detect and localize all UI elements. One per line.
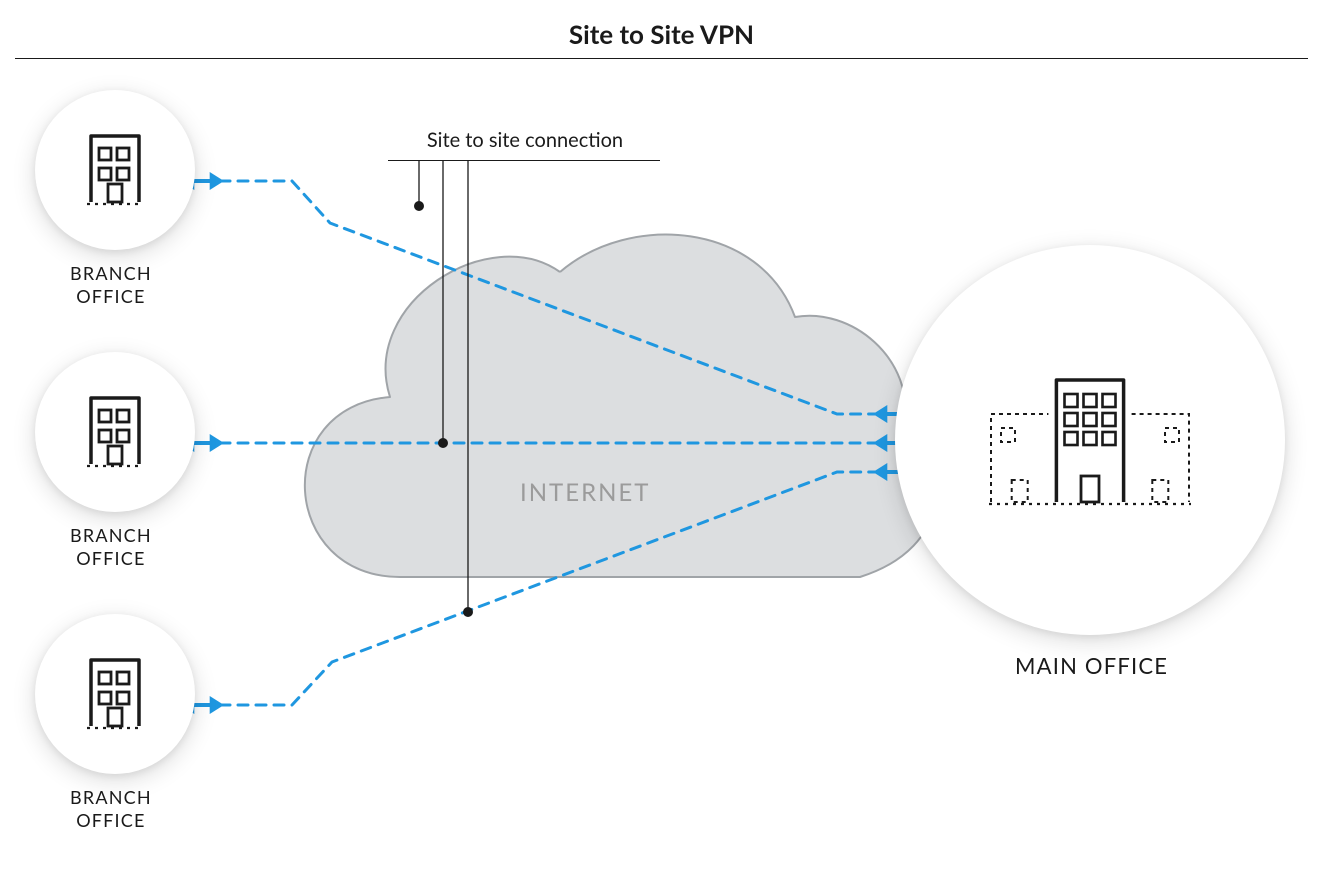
cloud-label: INTERNET [520,478,650,507]
cloud-shape [305,235,936,577]
branch-office-node [35,614,195,774]
connection-callout-label: Site to site connection [395,128,655,152]
branch-office-label: BRANCH OFFICE [70,524,152,570]
branch-office-label: BRANCH OFFICE [70,786,152,832]
page-title: Site to Site VPN [569,18,754,50]
office-building-icon [85,392,145,472]
office-building-icon [85,130,145,210]
connection-lines [180,172,917,714]
title-block: Site to Site VPN [15,18,1308,59]
main-office-label: MAIN OFFICE [1015,652,1168,680]
office-buildings-icon [985,370,1195,510]
branch-office-label: BRANCH OFFICE [70,262,152,308]
callout-lines [414,160,473,617]
branch-office-node [35,352,195,512]
office-building-icon [85,654,145,734]
connection-callout-rule [388,160,660,161]
title-rule [15,58,1308,59]
branch-office-node [35,90,195,250]
main-office-node [895,245,1285,635]
